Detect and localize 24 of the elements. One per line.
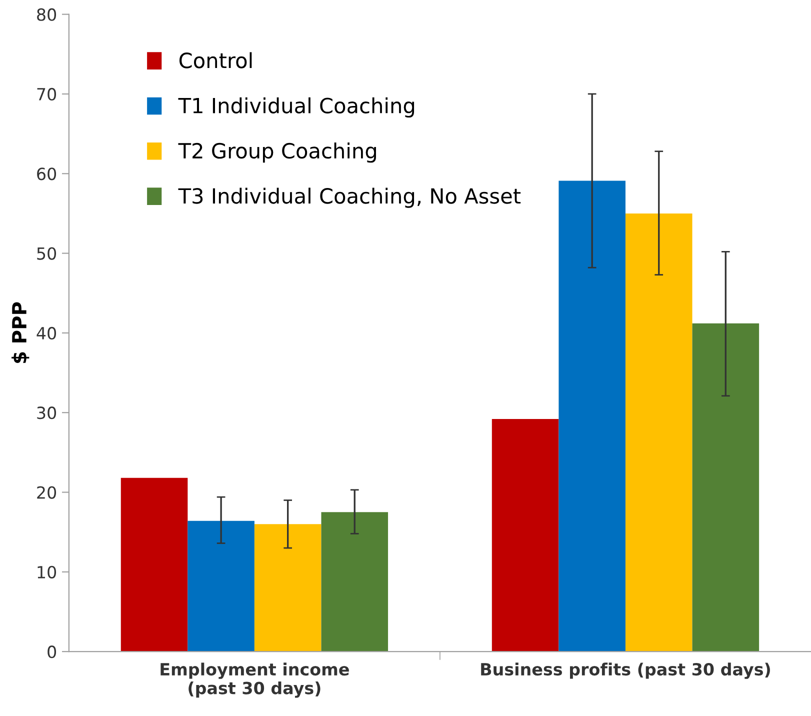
y-tick-label: 20 xyxy=(37,486,56,499)
bar xyxy=(120,478,188,652)
bar xyxy=(625,213,692,652)
bar xyxy=(692,323,760,652)
y-axis-title: $ PPP xyxy=(12,302,30,363)
bar xyxy=(558,180,626,652)
legend-label: T3 Individual Coaching, No Asset xyxy=(178,188,521,208)
y-tick-label: 40 xyxy=(36,326,56,340)
bar xyxy=(492,418,559,652)
y-tick-label: 30 xyxy=(37,406,56,420)
y-tick-label: 70 xyxy=(37,88,56,101)
y-tick-label: 60 xyxy=(37,168,56,180)
x-tick-label: Employment income (past 30 days) xyxy=(160,662,349,698)
legend-label: T1 Individual Coaching xyxy=(178,97,414,118)
y-tick-label: 0 xyxy=(48,646,56,658)
bar xyxy=(321,512,388,652)
y-tick-label: 10 xyxy=(38,566,56,578)
bar xyxy=(188,520,254,652)
y-tick-label: 80 xyxy=(37,8,56,21)
y-tick-label: 50 xyxy=(37,247,56,260)
x-tick-label: Business profits (past 30 days) xyxy=(481,662,770,679)
legend-label: T2 Group Coaching xyxy=(178,142,376,163)
legend-label: Control xyxy=(179,52,252,68)
bar xyxy=(254,524,322,652)
